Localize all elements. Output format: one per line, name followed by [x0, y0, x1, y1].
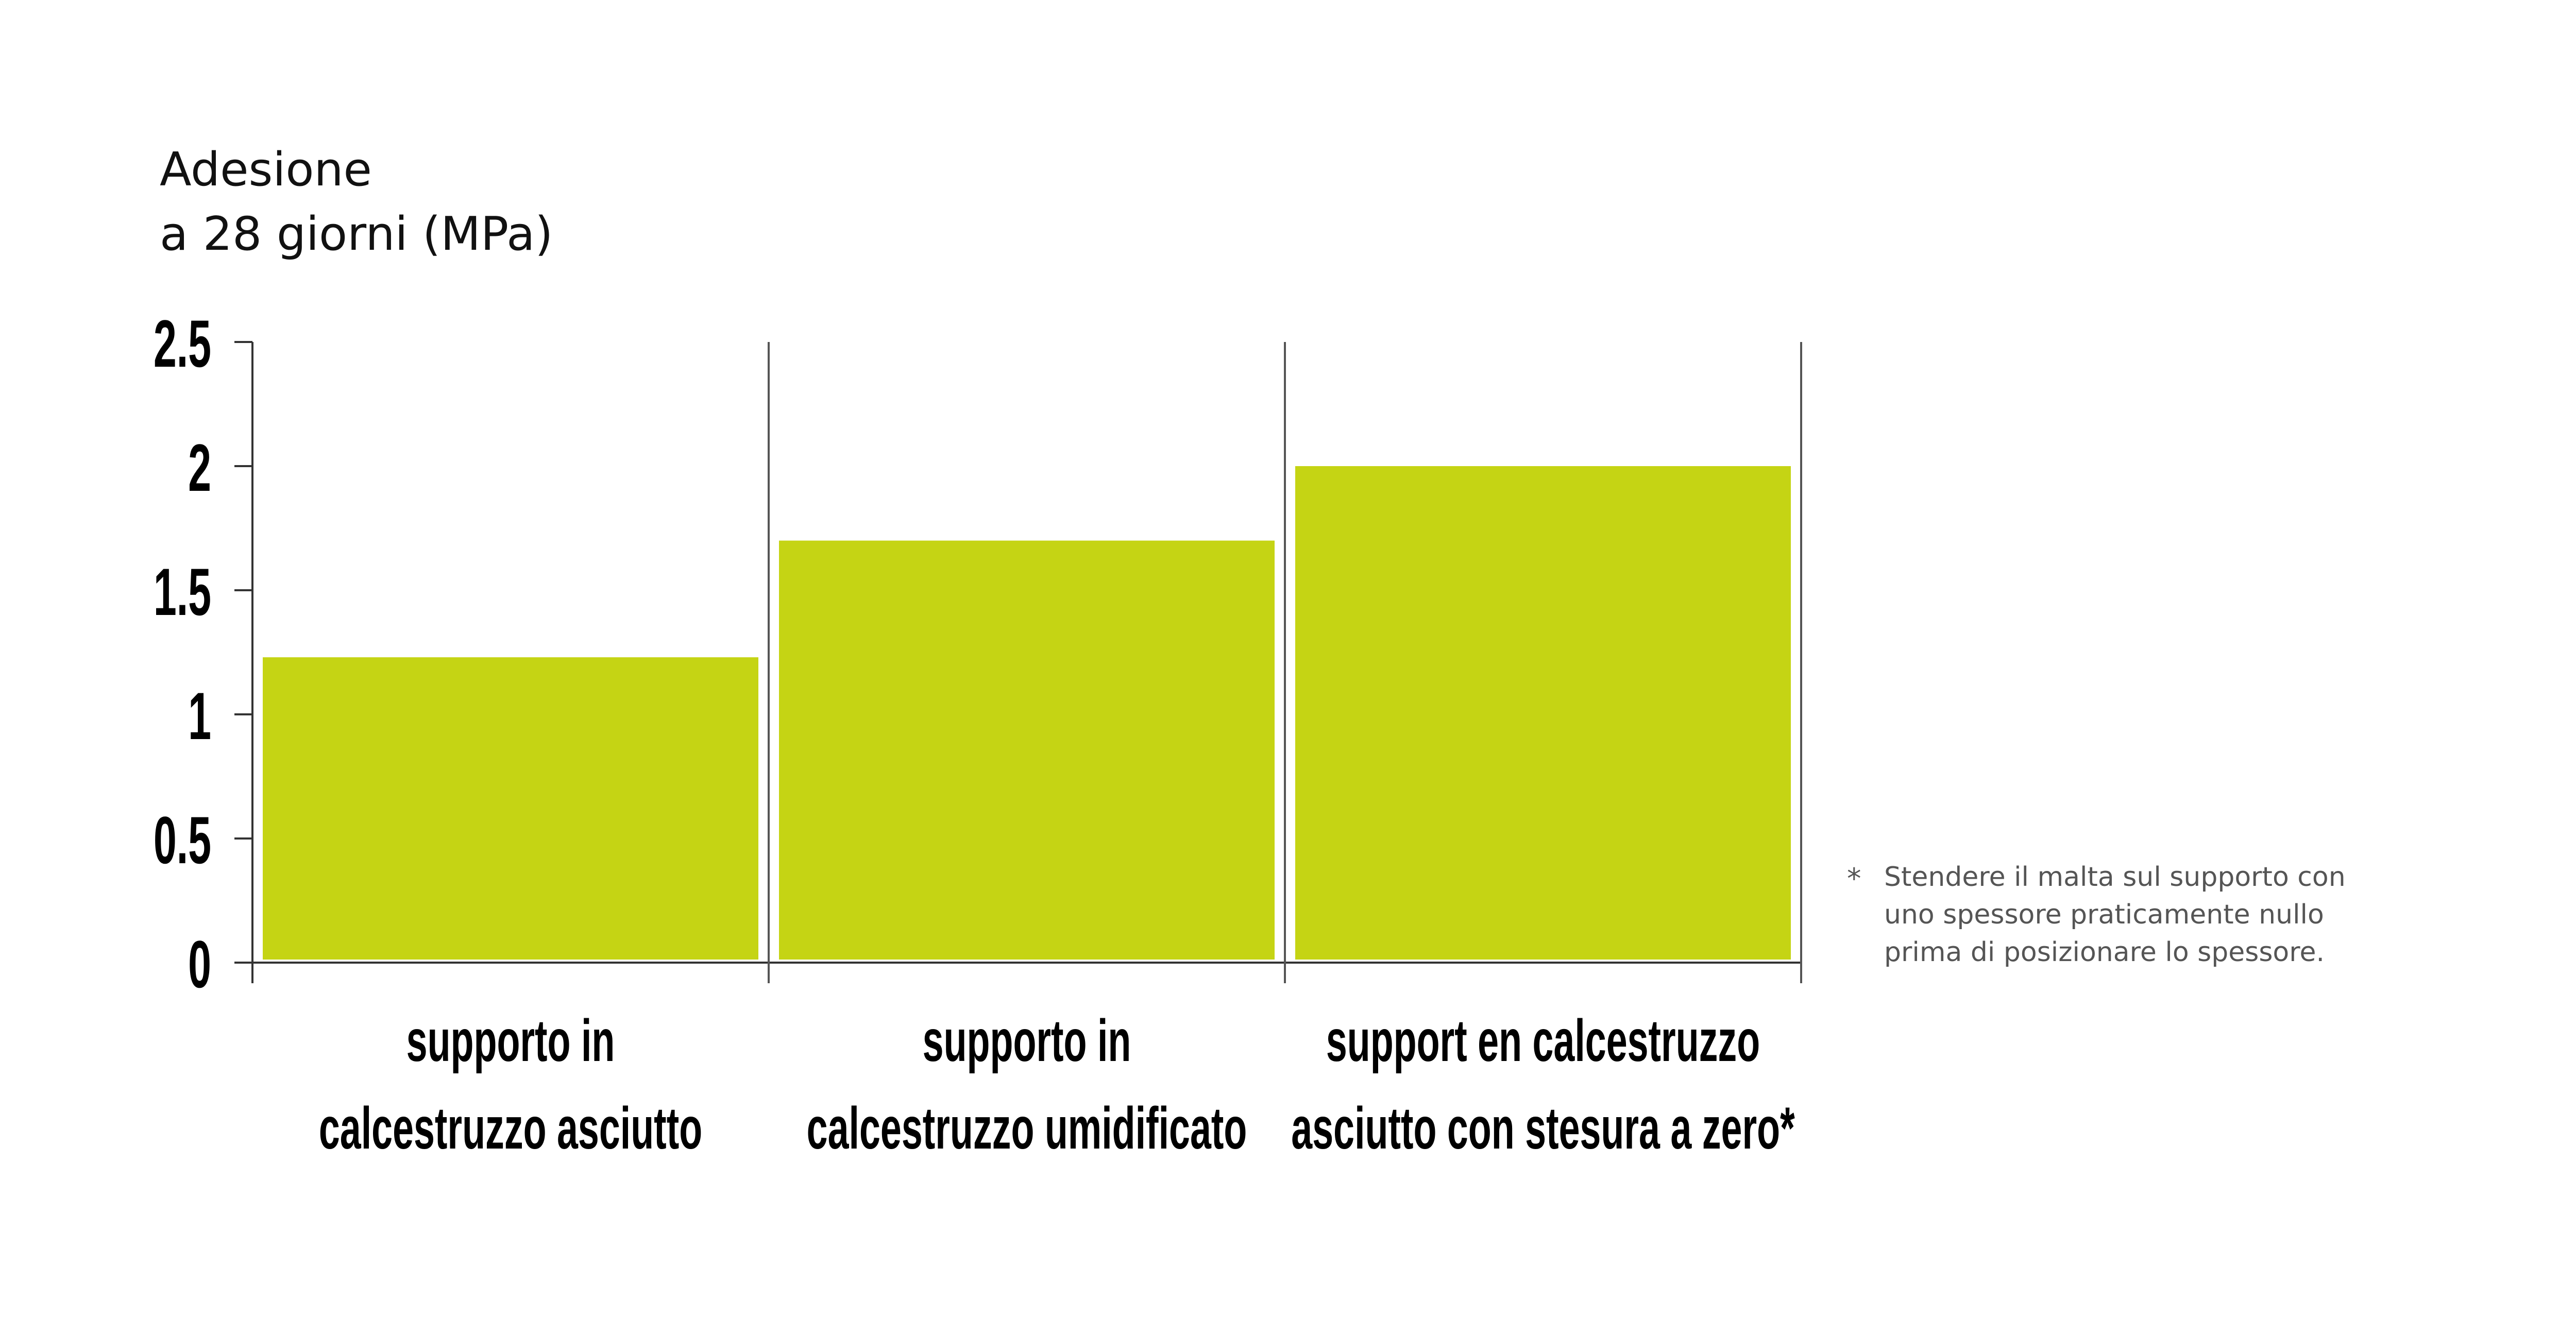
bar — [779, 540, 1275, 960]
y-tick-label: 0.5 — [154, 802, 211, 877]
x-tick-label: calcestruzzo asciutto — [319, 1096, 702, 1161]
x-tick-label: support en calcestruzzo — [1326, 1008, 1760, 1074]
footnote: Stendere il malta sul supporto con — [1884, 862, 2346, 893]
bar — [1295, 466, 1791, 960]
x-tick-label: supporto in — [406, 1008, 615, 1074]
chart-title: a 28 giorni (MPa) — [160, 207, 553, 261]
footnote: prima di posizionare lo spessore. — [1884, 937, 2325, 968]
chart-title: Adesione — [160, 143, 372, 197]
x-tick-label: supporto in — [923, 1008, 1131, 1074]
footnote-marker: * — [1847, 862, 1861, 895]
bar — [263, 657, 758, 960]
footnote: uno spessore praticamente nullo — [1884, 899, 2324, 930]
x-tick-label: asciutto con stesura a zero* — [1291, 1096, 1795, 1161]
x-tick-label: calcestruzzo umidificato — [807, 1096, 1247, 1161]
y-tick-label: 1 — [188, 678, 211, 753]
y-tick-label: 1.5 — [154, 554, 211, 629]
y-tick-label: 0 — [188, 927, 211, 1001]
y-tick-label: 2.5 — [154, 306, 211, 381]
y-tick-label: 2 — [188, 430, 211, 505]
